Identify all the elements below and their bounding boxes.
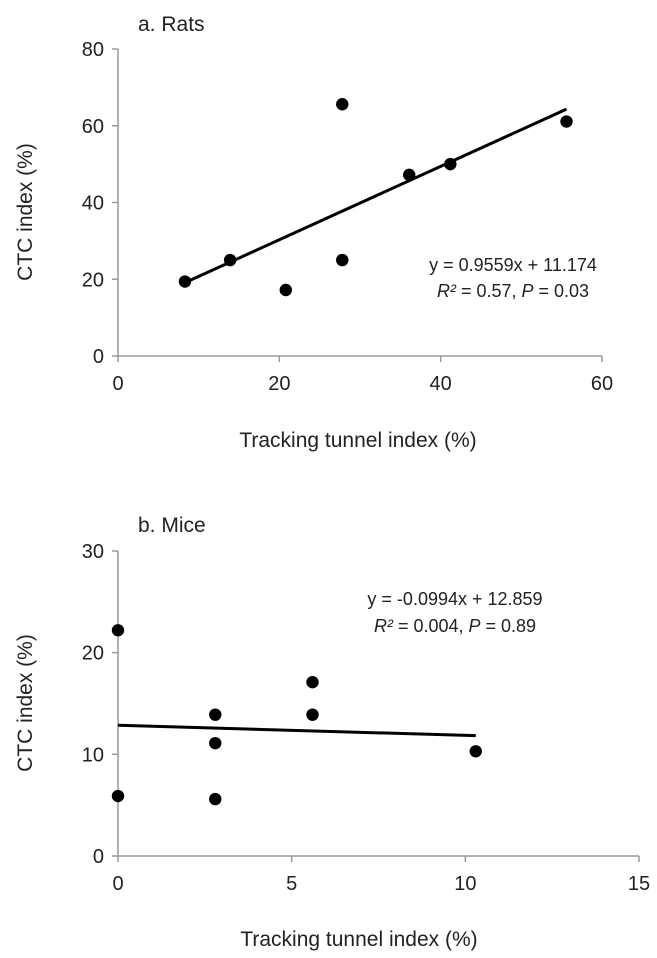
mice-chart-title: b. Mice [138, 514, 206, 537]
rats-x-tick-label: 40 [430, 373, 452, 395]
mice-data-point [209, 708, 222, 721]
mice-data-point [111, 789, 125, 803]
mice-x-tick-label: 10 [454, 873, 476, 895]
rats-data-point [223, 253, 237, 267]
mice-data-point [469, 745, 482, 758]
mice-x-tick-label: 5 [286, 873, 297, 895]
rats-data-point [444, 157, 457, 171]
mice-data-point [209, 792, 222, 806]
mice-p-label: P [469, 616, 481, 636]
rats-statistics: R² = 0.57, P = 0.03 [437, 281, 589, 301]
rats-data-point [560, 115, 573, 128]
mice-x-axis-title: Tracking tunnel index (%) [240, 928, 477, 951]
mice-x-tick-label: 15 [628, 873, 650, 895]
mice-statistics: R² = 0.004, P = 0.89 [374, 616, 536, 636]
rats-equation: y = 0.9559x + 11.174 [429, 255, 597, 275]
mice-equation: y = -0.0994x + 12.859 [367, 589, 542, 609]
mice-y-tick-label: 0 [93, 846, 104, 868]
rats-data-point [279, 283, 292, 297]
rats-p-value: = 0.03 [534, 281, 590, 301]
mice-x-tick-label: 0 [112, 873, 123, 895]
rats-data-point [336, 98, 349, 111]
mice-y-tick-label: 20 [82, 643, 104, 665]
mice-y-tick-label: 30 [82, 541, 104, 563]
mice-p-value: = 0.89 [481, 616, 537, 636]
rats-x-axis-title: Tracking tunnel index (%) [239, 429, 476, 452]
rats-trendline [184, 107, 568, 285]
mice-chart: b. Mice CTC index (%) Tracking tunnel in… [14, 514, 650, 951]
rats-y-tick-label: 20 [82, 269, 104, 291]
mice-data-point [306, 675, 319, 689]
rats-x-tick-label: 0 [112, 373, 123, 395]
rats-r2-value: = 0.57, [456, 281, 522, 301]
rats-data-point [178, 275, 192, 288]
rats-chart: a. Rats CTC index (%) Tracking tunnel in… [14, 13, 613, 452]
rats-y-tick-label: 60 [82, 116, 104, 138]
mice-r2-value: = 0.004, [393, 616, 469, 636]
rats-y-tick-label: 0 [93, 346, 104, 368]
rats-r2-label: R² [437, 281, 457, 301]
mice-data-point [306, 708, 319, 721]
mice-data-point [209, 736, 222, 750]
rats-p-label: P [522, 281, 534, 301]
rats-y-axis-title: CTC index (%) [14, 143, 37, 281]
rats-data-point [403, 168, 416, 182]
rats-y-tick-label: 40 [82, 193, 104, 215]
mice-trendline [117, 723, 476, 738]
mice-data-point [111, 624, 125, 637]
rats-chart-title: a. Rats [138, 13, 205, 36]
mice-y-tick-label: 10 [82, 744, 104, 766]
rats-x-tick-label: 20 [268, 373, 290, 395]
mice-r2-label: R² [374, 616, 394, 636]
rats-y-tick-label: 80 [82, 39, 104, 61]
rats-x-tick-label: 60 [591, 373, 613, 395]
mice-y-axis-title: CTC index (%) [14, 634, 37, 772]
rats-data-point [336, 253, 349, 267]
